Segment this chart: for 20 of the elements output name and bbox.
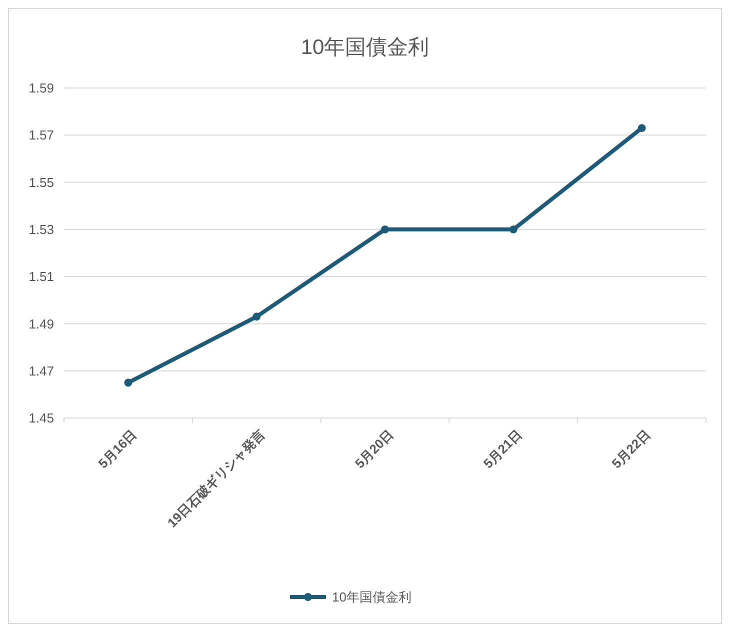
point — [509, 225, 518, 234]
y-tick-label: 1.53 — [28, 222, 54, 237]
y-tick-label: 1.45 — [28, 410, 54, 426]
point — [381, 225, 389, 234]
point — [124, 378, 132, 387]
y-tick-label: 1.49 — [28, 316, 54, 332]
y-tick-label: 1.59 — [28, 80, 54, 96]
y-tick-label: 1.55 — [28, 174, 54, 190]
point — [252, 312, 261, 321]
x-tick-label: 5月16日 — [95, 426, 140, 472]
y-tick-label: 1.51 — [28, 269, 54, 284]
y-tick-label: 1.47 — [28, 363, 54, 378]
y-tick-label: 1.57 — [28, 128, 54, 143]
legend-label: 10年国債金利 — [332, 590, 412, 605]
x-tick-label: 5月22日 — [608, 426, 654, 472]
x-tick-label: 19日石破ギリシャ発言 — [164, 426, 268, 530]
x-tick-label: 5月20日 — [352, 426, 396, 472]
x-tick-label: 5月21日 — [480, 426, 525, 472]
chart-title: 10年国債金利 — [300, 36, 430, 59]
point — [638, 124, 646, 132]
